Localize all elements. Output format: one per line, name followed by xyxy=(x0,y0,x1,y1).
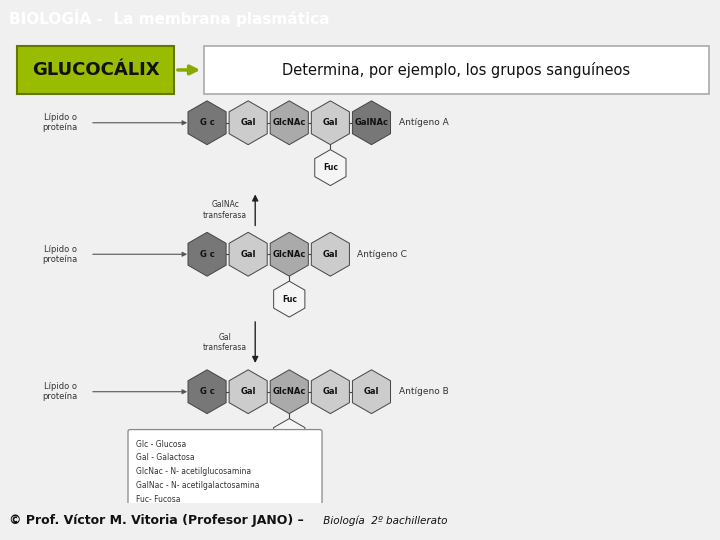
Polygon shape xyxy=(188,370,226,414)
Text: G c: G c xyxy=(199,249,215,259)
Polygon shape xyxy=(274,418,305,455)
Text: GalNAc
transferasa: GalNAc transferasa xyxy=(203,200,247,220)
Text: Gal: Gal xyxy=(240,387,256,396)
Text: G c: G c xyxy=(199,387,215,396)
Text: GlcNac - N- acetilglucosamina: GlcNac - N- acetilglucosamina xyxy=(136,468,251,476)
Polygon shape xyxy=(270,370,308,414)
Polygon shape xyxy=(352,370,390,414)
Text: Fuc: Fuc xyxy=(282,295,297,303)
FancyBboxPatch shape xyxy=(128,429,322,513)
Polygon shape xyxy=(270,232,308,276)
Polygon shape xyxy=(311,370,349,414)
Polygon shape xyxy=(188,101,226,145)
Text: Antígeno B: Antígeno B xyxy=(399,387,449,396)
Polygon shape xyxy=(352,101,390,145)
Text: Lípido o
proteína: Lípido o proteína xyxy=(42,113,78,132)
Text: Lípido o
proteína: Lípido o proteína xyxy=(42,382,78,401)
Text: G c: G c xyxy=(199,118,215,127)
Polygon shape xyxy=(270,101,308,145)
Polygon shape xyxy=(315,150,346,186)
Text: Gal - Galactosa: Gal - Galactosa xyxy=(136,454,194,462)
Text: Antígeno A: Antígeno A xyxy=(399,118,449,127)
Polygon shape xyxy=(229,101,267,145)
Text: Gal: Gal xyxy=(240,118,256,127)
Text: BIOLOGÍA -  La membrana plasmática: BIOLOGÍA - La membrana plasmática xyxy=(9,9,329,26)
Text: GalNac - N- acetilgalactosamina: GalNac - N- acetilgalactosamina xyxy=(136,481,259,490)
Polygon shape xyxy=(188,232,226,276)
Text: Gal: Gal xyxy=(323,118,338,127)
FancyBboxPatch shape xyxy=(17,46,174,94)
Text: © Prof. Víctor M. Vitoria (Profesor JANO) –: © Prof. Víctor M. Vitoria (Profesor JANO… xyxy=(9,515,303,528)
Text: Determina, por ejemplo, los grupos sanguíneos: Determina, por ejemplo, los grupos sangu… xyxy=(282,62,631,78)
Text: Fuc: Fuc xyxy=(323,163,338,172)
Text: Gal: Gal xyxy=(240,249,256,259)
Text: GlcNAc: GlcNAc xyxy=(273,249,306,259)
Text: Biología  2º bachillerato: Biología 2º bachillerato xyxy=(320,516,448,526)
Text: GalNAc: GalNAc xyxy=(354,118,389,127)
Polygon shape xyxy=(229,370,267,414)
Text: Fuc: Fuc xyxy=(282,432,297,441)
Text: Lípido o
proteína: Lípido o proteína xyxy=(42,245,78,264)
Text: GlcNAc: GlcNAc xyxy=(273,387,306,396)
Polygon shape xyxy=(274,281,305,317)
Text: Gal
transferasa: Gal transferasa xyxy=(203,333,247,352)
Polygon shape xyxy=(311,101,349,145)
Text: Gal: Gal xyxy=(323,387,338,396)
Text: Gal: Gal xyxy=(323,249,338,259)
Text: Gal: Gal xyxy=(364,387,379,396)
Polygon shape xyxy=(311,232,349,276)
Polygon shape xyxy=(229,232,267,276)
Text: Antígeno C: Antígeno C xyxy=(357,249,408,259)
Text: Fuc- Fucosa: Fuc- Fucosa xyxy=(136,495,181,504)
Text: Glc - Glucosa: Glc - Glucosa xyxy=(136,440,186,449)
Text: GLUCOCÁLIX: GLUCOCÁLIX xyxy=(32,61,159,79)
FancyBboxPatch shape xyxy=(204,46,709,94)
Text: GlcNAc: GlcNAc xyxy=(273,118,306,127)
